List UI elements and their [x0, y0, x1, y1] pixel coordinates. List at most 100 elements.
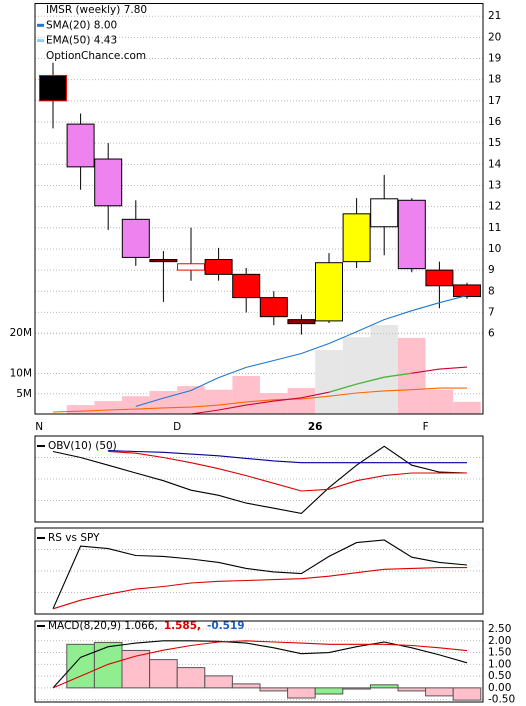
- panel-3: RS vs SPY: [35, 532, 483, 610]
- candle-body: [370, 198, 399, 228]
- bar: [204, 675, 233, 689]
- y-tick-label: 18: [488, 74, 501, 86]
- y-tick-label: 19: [488, 53, 501, 65]
- y-tick-label: 6: [488, 328, 495, 340]
- panel-1: 5M 10M 20M: [10, 325, 483, 415]
- bar: [287, 388, 316, 414]
- legend-label: IMSR (weekly) 7.80: [46, 4, 147, 16]
- candle-body: [149, 259, 178, 263]
- y-tick-label: 8: [488, 285, 495, 297]
- bar: [149, 390, 178, 414]
- y-tick-label: 12: [488, 201, 501, 213]
- series-line: [108, 450, 467, 492]
- y-tick-label: 16: [488, 116, 502, 128]
- title-part: -0.519: [207, 620, 245, 632]
- bar: [342, 687, 371, 690]
- bar: [260, 392, 288, 414]
- y-tick-label: 11: [488, 222, 501, 234]
- series-line: [52, 640, 468, 689]
- y-tick-label: 10: [488, 243, 501, 255]
- y-tick-label: 2.00: [488, 635, 511, 647]
- plot-layers: 5M 10M 20M 6 7 8 9 10 11 12 13 14 15 16 17 18 19 20 21 N D 26…: [10, 4, 516, 706]
- y-tick-label: 9: [488, 264, 495, 276]
- candle-body: [425, 269, 454, 287]
- x-tick-label: F: [423, 421, 429, 433]
- candle-body: [287, 319, 316, 325]
- bar: [149, 659, 178, 689]
- series-line: [108, 450, 467, 464]
- bar: [453, 401, 481, 414]
- candle-body: [315, 262, 343, 322]
- y-tick-label: 0.50: [488, 670, 511, 682]
- x-tick-label: D: [173, 421, 181, 433]
- bar: [314, 687, 344, 695]
- candle-body: [39, 74, 67, 102]
- bar: [122, 396, 150, 414]
- series-line: [328, 372, 412, 393]
- candle-body: [453, 284, 481, 298]
- series-line: [135, 294, 468, 407]
- legend-label: EMA(50) 4.43: [46, 35, 117, 47]
- candle-body: [94, 158, 123, 207]
- bar: [425, 687, 454, 697]
- panel-0: 6 7 8 9 10 11 12 13 14 15 16 17 18 19 20 21 N D 26 F IMSR (w…: [35, 4, 502, 433]
- y-tick-label: 20: [488, 31, 501, 43]
- y-tick-label: 15: [488, 137, 501, 149]
- y-tick-label: 17: [488, 95, 501, 107]
- panel-title: RS vs SPY: [48, 532, 100, 544]
- y-tick-label: 14: [488, 158, 502, 170]
- main-frame: [34, 3, 484, 415]
- y-tick-label: -0.50: [488, 694, 515, 706]
- bar: [397, 687, 427, 692]
- bar: [287, 687, 316, 699]
- bar: [259, 687, 289, 692]
- y-tick-label: 5M: [16, 388, 32, 400]
- macd-frame: [34, 620, 484, 703]
- candle-body: [232, 273, 261, 299]
- candle-body: [66, 123, 95, 168]
- y-tick-label: 1.00: [488, 658, 511, 670]
- y-tick-label: 20M: [10, 327, 32, 339]
- candle-body: [204, 259, 233, 275]
- bar: [452, 687, 482, 701]
- series-line: [52, 387, 467, 413]
- bar: [425, 389, 454, 414]
- rs-frame: [34, 527, 484, 615]
- obv-frame: [34, 435, 484, 523]
- candle-body: [177, 263, 205, 271]
- bar: [370, 325, 398, 414]
- bar: [232, 375, 260, 414]
- y-tick-label: 13: [488, 179, 501, 191]
- bar: [66, 405, 95, 414]
- y-tick-label: 7: [488, 306, 495, 318]
- panel-2: OBV(10) (50): [35, 440, 483, 514]
- candle-body: [121, 218, 150, 258]
- bar: [369, 684, 399, 689]
- bar: [315, 350, 343, 414]
- series-line: [52, 567, 467, 610]
- y-tick-label: 21: [488, 10, 501, 22]
- bar: [93, 641, 123, 689]
- x-tick-label: N: [35, 421, 43, 433]
- y-tick-label: 2.50: [488, 623, 511, 635]
- bar: [231, 683, 261, 689]
- bar: [94, 401, 122, 414]
- candle-body: [342, 213, 371, 263]
- bar: [398, 337, 426, 414]
- legend-label: OptionChance.com: [46, 50, 146, 62]
- panel-title: MACD(8,20,9) 1.066, 1.585, -0.519: [48, 620, 245, 632]
- title-part: MACD(8,20,9) 1.066,: [48, 620, 158, 632]
- legend-label: SMA(20) 8.00: [46, 19, 117, 31]
- series-line: [52, 445, 468, 514]
- y-tick-label: 10M: [10, 368, 32, 380]
- x-tick-label: 26: [308, 421, 323, 433]
- candle-body: [259, 297, 288, 318]
- panel-title: OBV(10) (50): [48, 440, 117, 452]
- title-part: 1.585,: [164, 620, 201, 632]
- bar: [176, 667, 206, 689]
- bar: [66, 643, 95, 689]
- y-tick-label: 1.50: [488, 647, 511, 659]
- y-tick-label: 0.00: [488, 682, 511, 694]
